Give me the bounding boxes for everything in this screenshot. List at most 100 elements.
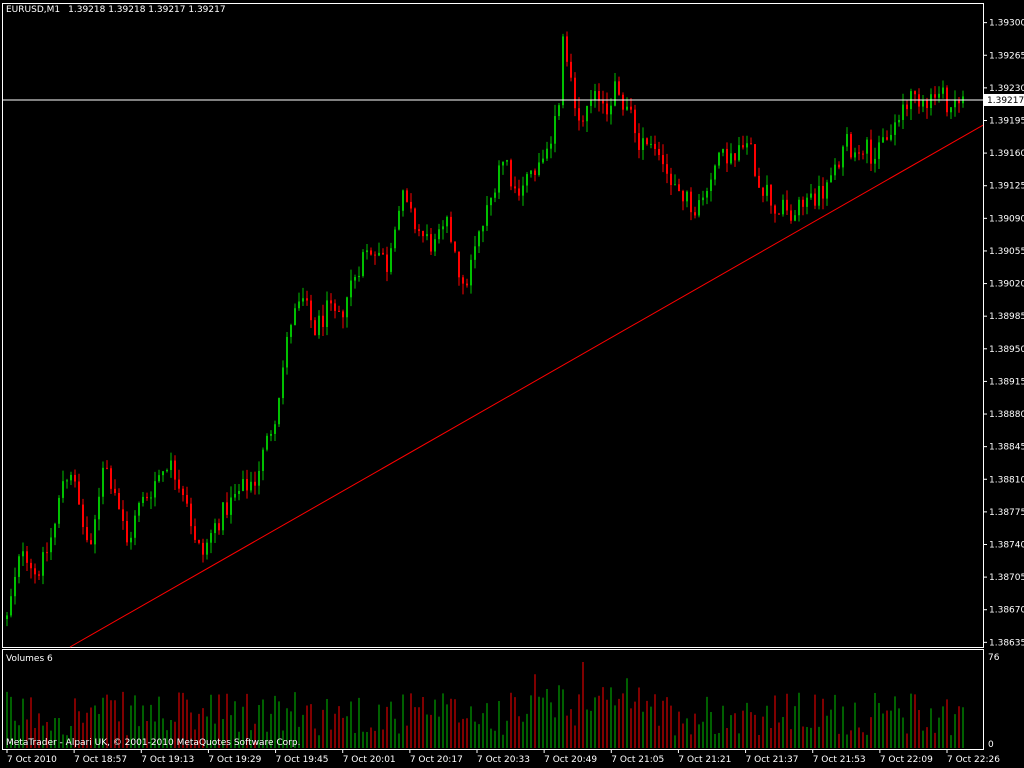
candle-body [654, 143, 656, 149]
time-tick-label: 7 Oct 22:09 [880, 755, 933, 765]
candle-body [10, 596, 12, 616]
price-panel-frame [2, 3, 984, 648]
candle-body [130, 537, 132, 543]
candle-body [238, 490, 240, 494]
candle [642, 127, 644, 160]
candle-body [686, 191, 688, 202]
candle [122, 500, 124, 530]
candle [602, 90, 604, 114]
candle-body [282, 367, 284, 399]
candle [246, 469, 248, 499]
candle-body [758, 175, 760, 188]
candle [210, 529, 212, 554]
candle-body [30, 562, 32, 569]
candle-body [114, 488, 116, 494]
candle-body [858, 152, 860, 154]
candle [854, 147, 856, 162]
candle-body [86, 527, 88, 541]
candle-body [62, 481, 64, 498]
candle-body [562, 36, 564, 106]
candle [674, 174, 676, 186]
candle-body [46, 552, 48, 554]
candle [574, 72, 576, 117]
candle [26, 546, 28, 572]
candle-body [466, 283, 468, 286]
candle-body [426, 234, 428, 237]
candle-body [658, 148, 660, 156]
candle-body [890, 134, 892, 140]
candle [162, 471, 164, 482]
candle [858, 145, 860, 161]
candle-body [58, 497, 60, 524]
candle-body [254, 481, 256, 486]
trendline-layer [69, 124, 984, 648]
candle-body [302, 298, 304, 302]
candle-body [698, 200, 700, 216]
price-tick-label: 1.38670 [989, 606, 1024, 616]
candle-body [242, 479, 244, 491]
time-tick-label: 7 Oct 21:21 [678, 755, 731, 765]
candle-body [154, 481, 156, 498]
candle-body [474, 246, 476, 260]
candle [906, 100, 908, 117]
candle [530, 170, 532, 178]
candle [502, 161, 504, 175]
candle [626, 97, 628, 111]
candle [118, 488, 120, 510]
candle [254, 471, 256, 495]
candle-body [70, 474, 72, 481]
time-tick-label: 7 Oct 19:29 [208, 755, 261, 765]
candle-body [626, 106, 628, 110]
price-tick-label: 1.38810 [989, 475, 1024, 485]
candle [474, 235, 476, 269]
current-price-marker [984, 93, 1024, 106]
candle-body [438, 229, 440, 240]
candle [690, 187, 692, 221]
candle-body [902, 104, 904, 120]
candle [746, 135, 748, 155]
candle-body [6, 615, 8, 620]
candle [370, 247, 372, 256]
price-tick-label: 1.39160 [989, 149, 1024, 159]
candle [646, 137, 648, 146]
candle [686, 190, 688, 208]
candle [486, 196, 488, 231]
candle [378, 242, 380, 257]
candle-body [34, 568, 36, 575]
candle [762, 186, 764, 203]
candle-body [954, 100, 956, 108]
candle [550, 136, 552, 159]
candle [598, 83, 600, 112]
candle [750, 137, 752, 145]
candle [774, 204, 776, 223]
candle [226, 492, 228, 519]
candle [146, 492, 148, 501]
candle [346, 296, 348, 328]
candle [414, 207, 416, 234]
candle-body [338, 310, 340, 312]
candle [10, 588, 12, 618]
candle-body [358, 275, 360, 278]
candle [290, 323, 292, 344]
candle-body [506, 160, 508, 162]
candle-body [414, 208, 416, 230]
candle [622, 92, 624, 116]
current-price-layer: 1.39217 [3, 93, 1024, 106]
candle [362, 249, 364, 278]
candle [782, 194, 784, 217]
time-tick-label: 7 Oct 19:13 [141, 755, 194, 765]
candle [406, 188, 408, 203]
candle [918, 88, 920, 114]
candle [734, 153, 736, 167]
candle-body [670, 173, 672, 186]
candle-body [206, 542, 208, 555]
candle [850, 132, 852, 160]
candle-body [754, 144, 756, 176]
candle-body [774, 205, 776, 214]
candle [34, 563, 36, 584]
candle [582, 115, 584, 127]
candle-body [230, 497, 232, 515]
candle [630, 97, 632, 114]
candle-body [398, 210, 400, 230]
